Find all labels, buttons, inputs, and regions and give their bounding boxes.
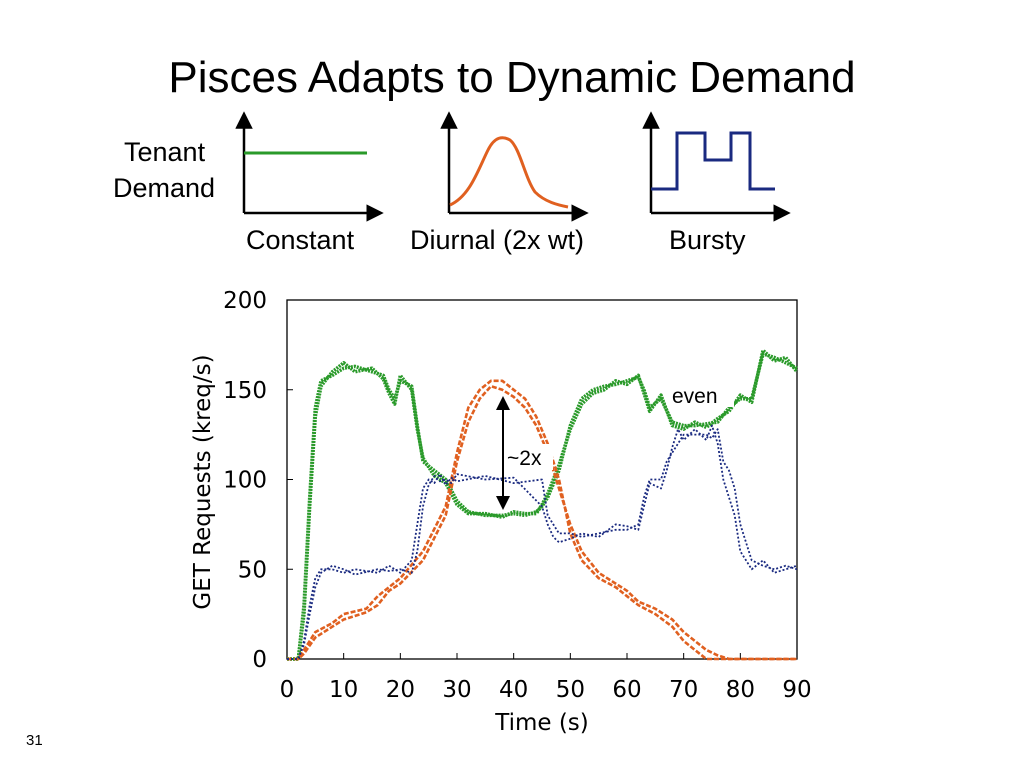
ratio-annotation: ~2x: [507, 447, 542, 470]
constant-pattern-icon: [235, 111, 384, 222]
x-tick-label: 20: [386, 677, 415, 703]
y-tick-label: 0: [252, 647, 267, 673]
x-tick-label: 10: [329, 677, 358, 703]
x-tick-label: 0: [280, 677, 295, 703]
bursty-series-line-5: [287, 424, 798, 660]
y-axis: 0 50 100 150 200: [223, 288, 293, 673]
x-tick-label: 60: [612, 677, 641, 703]
diurnal-series-line-3: [287, 384, 797, 661]
x-tick-label: 40: [499, 677, 528, 703]
x-axis: 0 10 20 30 40 50 60 70 80 90: [280, 653, 812, 703]
constant-series-line-1: [287, 348, 799, 661]
pattern-label-constant: Constant: [246, 225, 355, 255]
x-tick-label: 30: [442, 677, 471, 703]
diurnal-pattern-icon: [440, 111, 589, 222]
demand-label-line2: Demand: [113, 173, 216, 203]
x-tick-label: 70: [669, 677, 698, 703]
even-annotation: even: [672, 385, 718, 408]
diurnal-demand-curve: [449, 136, 569, 209]
pattern-label-diurnal: Diurnal (2x wt): [410, 225, 585, 255]
x-tick-label: 90: [782, 677, 811, 703]
y-tick-label: 50: [238, 557, 267, 583]
y-axis-title: GET Requests (kreq/s): [190, 354, 216, 609]
y-tick-label: 200: [223, 288, 267, 314]
bursty-demand-line: [651, 131, 775, 191]
demand-label-line1: Tenant: [124, 137, 206, 167]
slide-title: Pisces Adapts to Dynamic Demand: [168, 53, 856, 102]
pattern-label-bursty: Bursty: [669, 225, 746, 255]
series-layer: [287, 348, 799, 661]
bursty-series-line-4: [287, 428, 798, 660]
bursty-pattern-icon: [642, 111, 791, 222]
x-tick-label: 80: [726, 677, 755, 703]
throughput-chart: 0 50 100 150 200 0 10 20 30 40 50 60 70 80 90 GET Req…: [190, 288, 812, 736]
y-tick-label: 150: [223, 378, 267, 404]
even-label-bg: [670, 383, 734, 407]
slide-number: 31: [26, 732, 43, 749]
ratio-label-bg: [507, 444, 553, 470]
x-tick-label: 50: [556, 677, 585, 703]
y-tick-label: 100: [223, 468, 267, 494]
x-axis-title: Time (s): [494, 710, 589, 736]
diurnal-series-line-2: [287, 379, 797, 661]
